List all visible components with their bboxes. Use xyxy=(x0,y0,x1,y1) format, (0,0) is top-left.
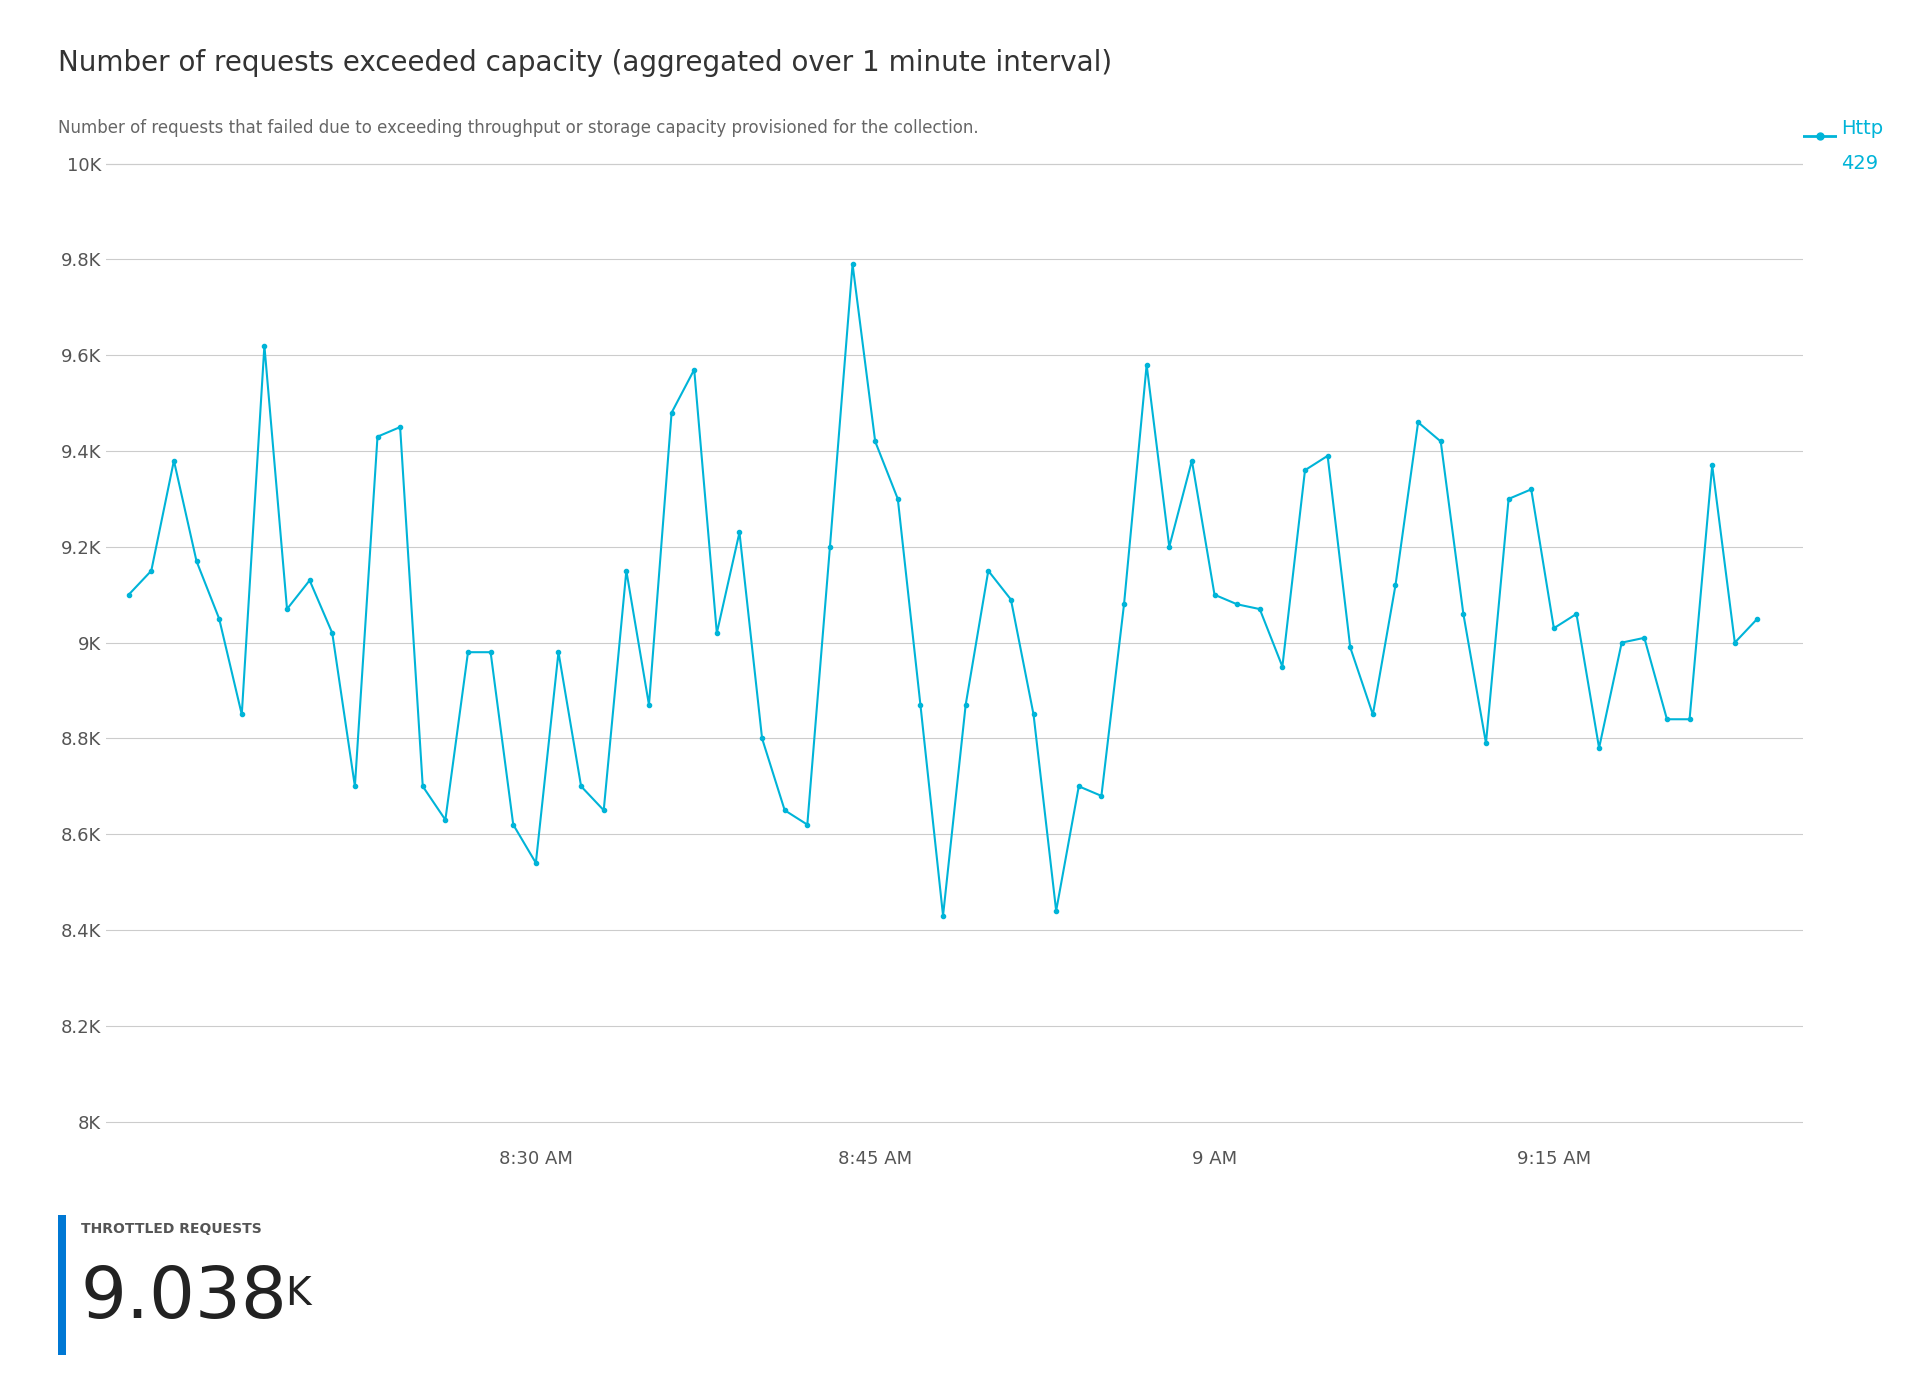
Text: Http: Http xyxy=(1841,119,1884,138)
Text: 429: 429 xyxy=(1841,154,1878,173)
Text: Number of requests that failed due to exceeding throughput or storage capacity p: Number of requests that failed due to ex… xyxy=(58,119,979,137)
Text: 9.038: 9.038 xyxy=(81,1264,287,1333)
Text: K: K xyxy=(285,1275,310,1313)
Text: THROTTLED REQUESTS: THROTTLED REQUESTS xyxy=(81,1222,262,1236)
Text: Number of requests exceeded capacity (aggregated over 1 minute interval): Number of requests exceeded capacity (ag… xyxy=(58,49,1112,77)
